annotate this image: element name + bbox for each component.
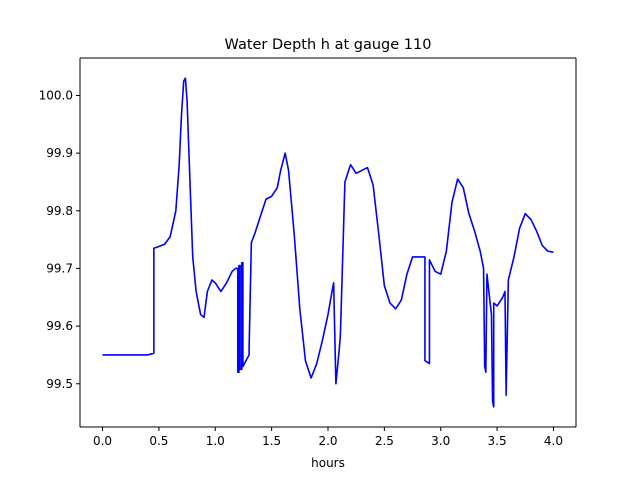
data-series-line-0 <box>102 77 554 408</box>
x-tick-label: 1.5 <box>262 434 281 448</box>
x-axis-label: hours <box>311 456 345 470</box>
plot-area: 0.0 0.5 1.0 1.5 2.0 2.5 3.0 3.5 4.0 99.5 99.6 99.7 9… <box>39 57 577 448</box>
x-tick-label: 0.5 <box>149 434 168 448</box>
x-tick-label: 2.0 <box>318 434 337 448</box>
chart-title: Water Depth h at gauge 110 <box>225 37 432 53</box>
y-tick-label: 99.9 <box>46 146 73 160</box>
x-tick-label: 0.0 <box>93 434 112 448</box>
y-tick-label: 99.7 <box>46 261 73 275</box>
y-tick-label: 99.5 <box>46 377 73 391</box>
x-tick-label: 4.0 <box>544 434 563 448</box>
y-tick-label: 100.0 <box>39 88 73 102</box>
y-tick-label: 99.8 <box>46 204 73 218</box>
x-tick-label: 1.0 <box>206 434 225 448</box>
x-tick-label: 2.5 <box>375 434 394 448</box>
x-tick-label: 3.0 <box>431 434 450 448</box>
y-tick-label: 99.6 <box>46 319 73 333</box>
x-tick-label: 3.5 <box>488 434 507 448</box>
